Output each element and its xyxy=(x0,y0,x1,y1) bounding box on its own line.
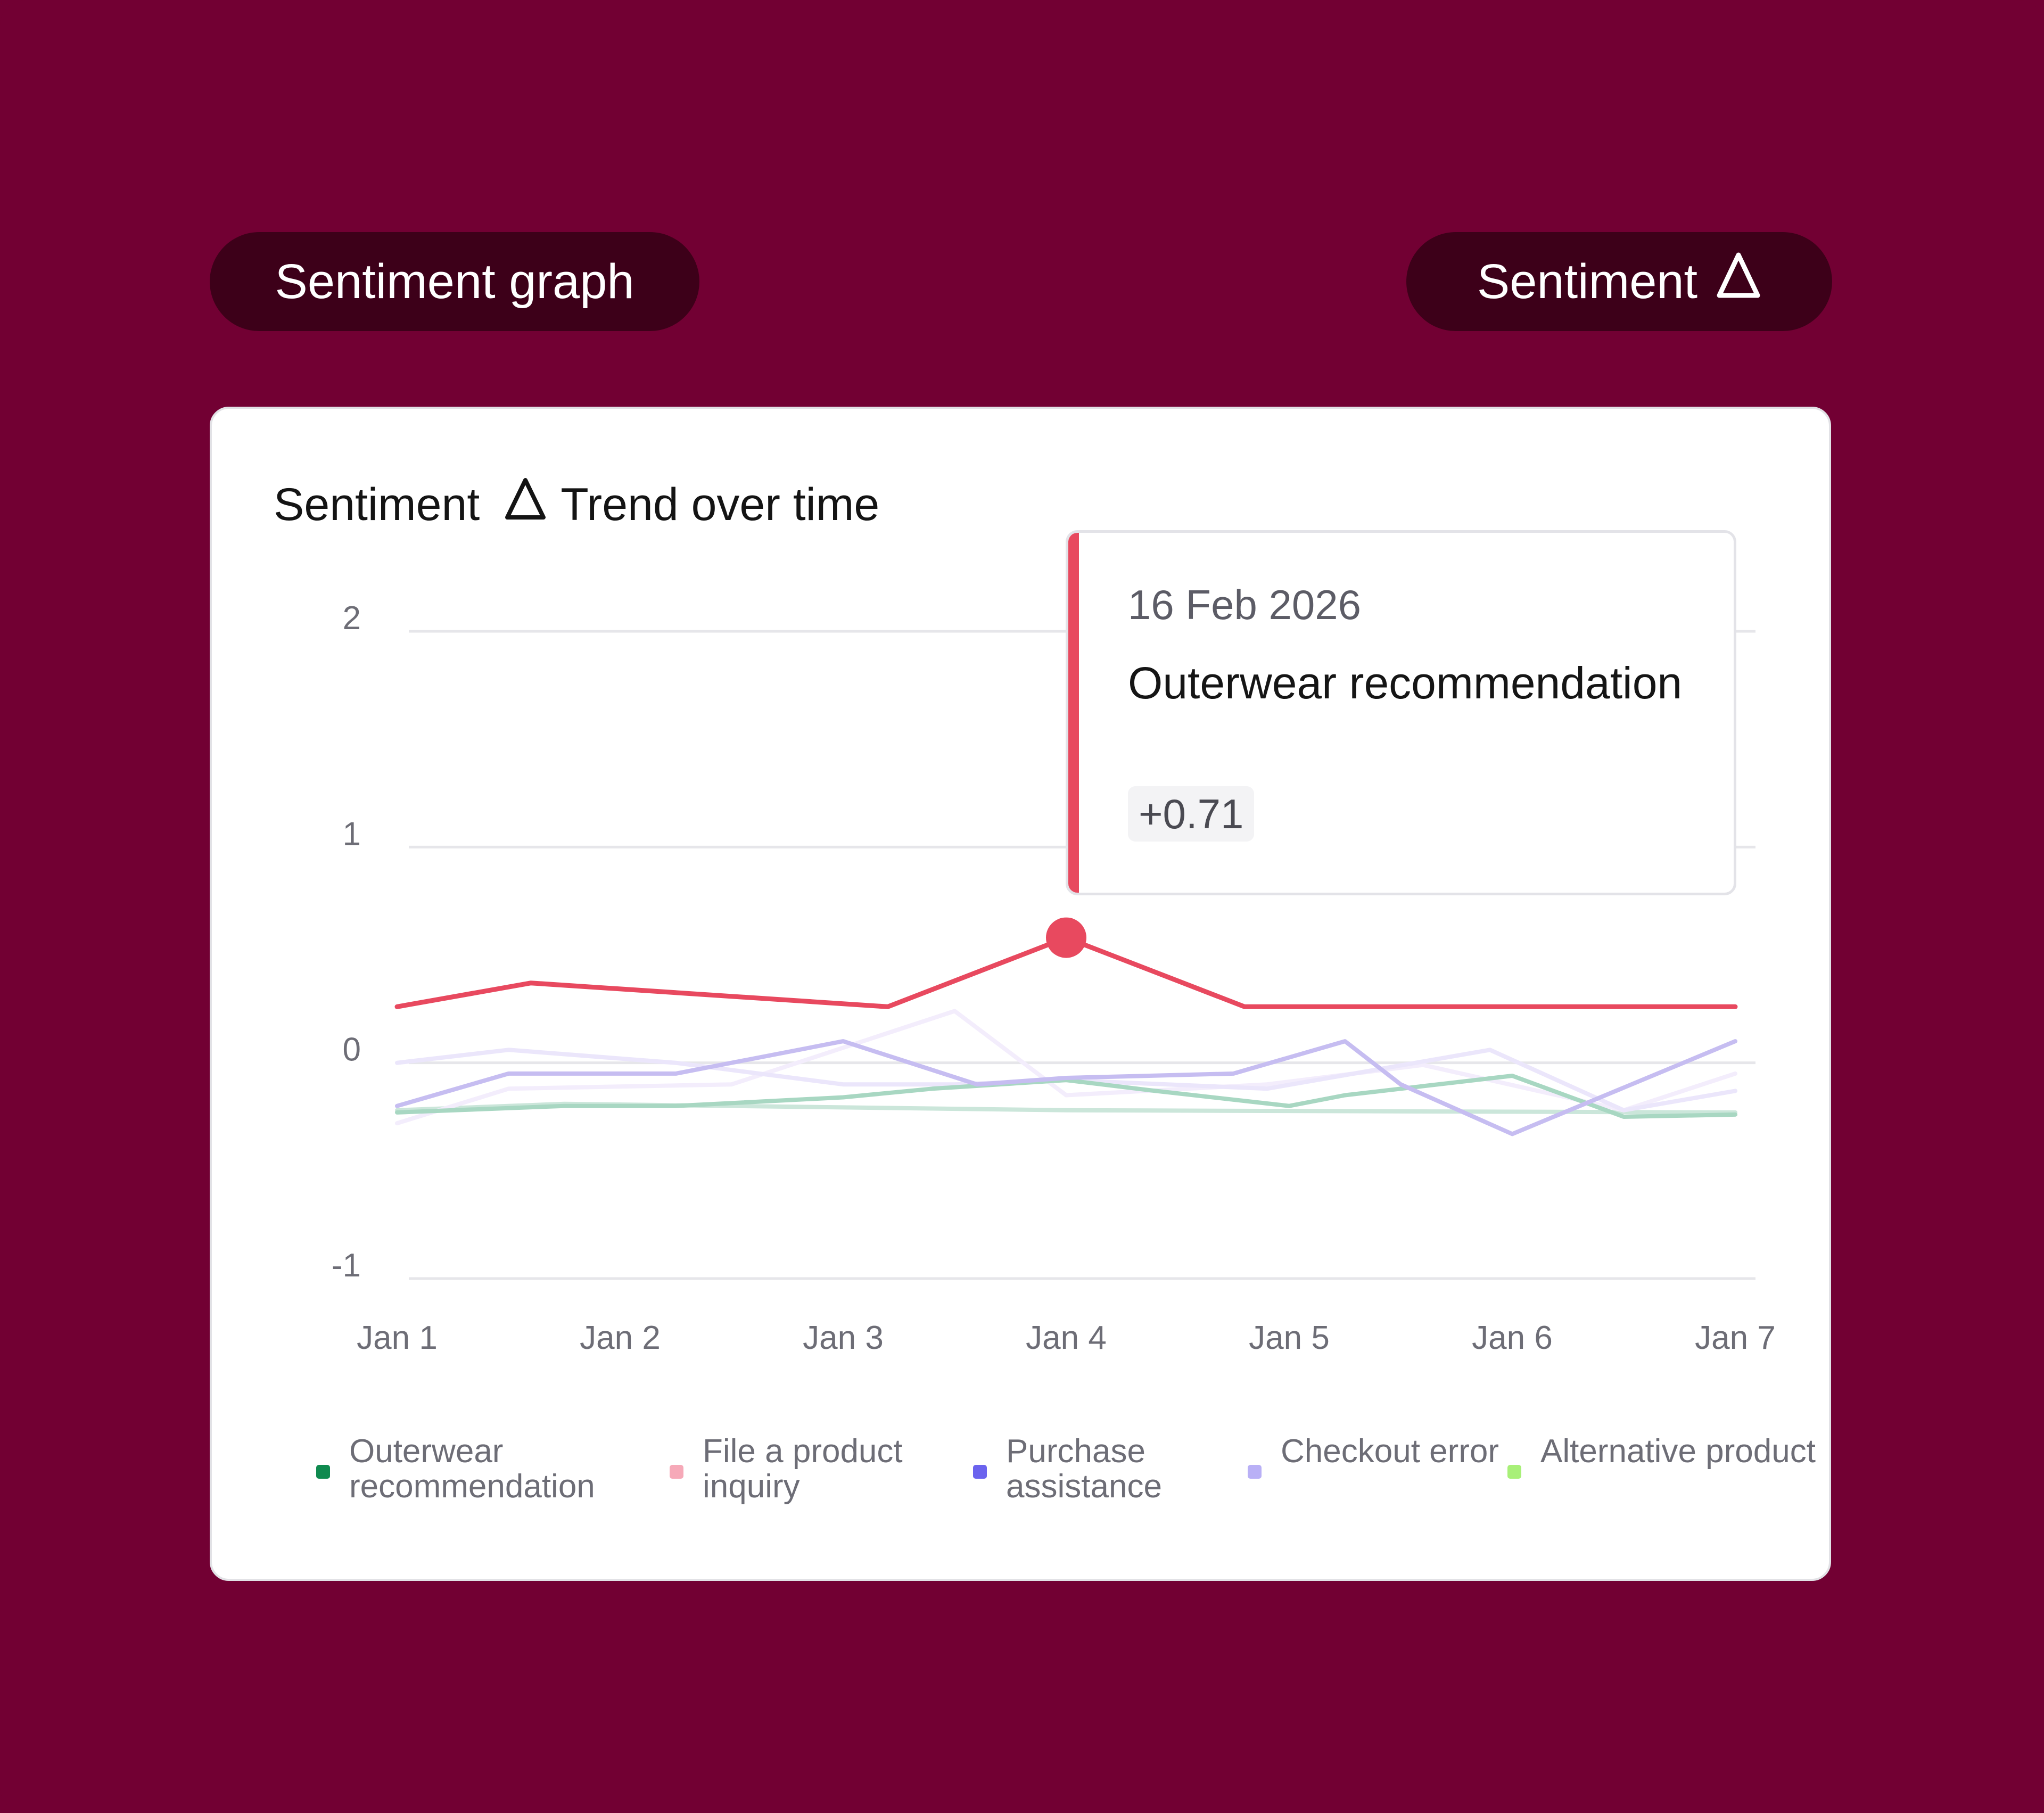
highlight-point xyxy=(1046,917,1086,958)
tooltip-date: 16 Feb 2026 xyxy=(1128,581,1362,628)
chart-title: Sentiment Trend over time xyxy=(274,473,879,537)
sentiment-graph-pill[interactable]: Sentiment graph xyxy=(210,232,699,331)
chart-card: Sentiment Trend over time 2 1 0 -1 Jan 1 Jan 2… xyxy=(210,407,1831,1581)
x-tick-label: Jan 6 xyxy=(1472,1320,1553,1356)
pill-label: Sentiment graph xyxy=(275,254,634,309)
legend-swatch xyxy=(1248,1465,1262,1479)
chart-title-text: Sentiment xyxy=(274,479,480,530)
legend-swatch xyxy=(1507,1465,1521,1479)
x-tick-label: Jan 4 xyxy=(1026,1320,1107,1356)
series-line xyxy=(394,935,1738,1009)
x-tick-label: Jan 5 xyxy=(1249,1320,1330,1356)
series-line xyxy=(395,1101,1737,1115)
line-chart: 2 1 0 -1 Jan 1 Jan 2 Jan 3 Jan 4 Jan 5 Jan 6 Jan 7 xyxy=(332,600,1776,1356)
legend-label: Alternative product xyxy=(1540,1433,1816,1470)
legend-swatch xyxy=(316,1465,330,1479)
x-tick-label: Jan 2 xyxy=(580,1320,661,1356)
chart-title-suffix: Trend over time xyxy=(561,479,880,530)
tooltip-accent-bar xyxy=(1068,533,1079,893)
legend-label: File a product inquiry xyxy=(703,1433,903,1505)
legend-swatch xyxy=(670,1465,683,1479)
y-tick-label: 0 xyxy=(343,1032,361,1068)
legend-label: Checkout error xyxy=(1281,1433,1499,1470)
legend-swatch xyxy=(973,1465,987,1479)
tooltip-series: Outerwear recommendation xyxy=(1128,658,1683,708)
series-line xyxy=(395,1009,1737,1126)
x-tick-label: Jan 1 xyxy=(357,1320,438,1356)
legend-label: Purchase assistance xyxy=(1006,1433,1162,1505)
pill-label: Sentiment xyxy=(1477,254,1698,309)
x-tick-label: Jan 3 xyxy=(803,1320,884,1356)
sentiment-delta-pill[interactable]: Sentiment xyxy=(1406,232,1832,331)
delta-icon xyxy=(504,473,547,537)
x-tick-label: Jan 7 xyxy=(1695,1320,1776,1356)
y-tick-label: 2 xyxy=(343,600,361,637)
y-tick-label: 1 xyxy=(343,815,361,852)
data-tooltip: 16 Feb 2026 Outerwear recommendation +0.… xyxy=(1066,530,1736,895)
series-line xyxy=(395,1039,1737,1136)
tooltip-value: +0.71 xyxy=(1128,786,1255,842)
delta-icon xyxy=(1716,233,1761,332)
series-line xyxy=(395,1074,1737,1119)
legend-label: Outerwear recommendation xyxy=(349,1433,595,1505)
y-tick-label: -1 xyxy=(332,1247,361,1284)
